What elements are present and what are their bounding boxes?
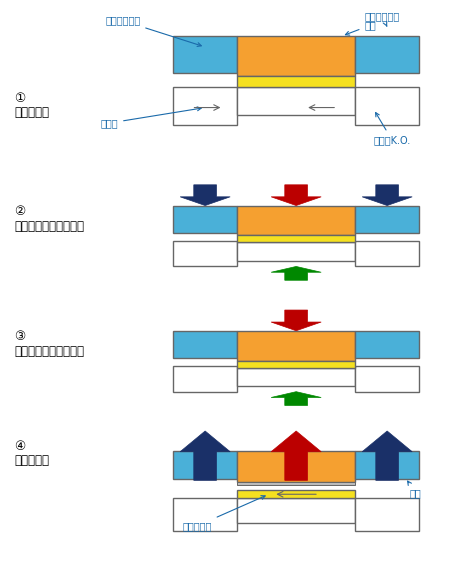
Bar: [356, 451, 419, 479]
Text: インナーでの押え込み: インナーでの押え込み: [14, 345, 84, 358]
Polygon shape: [271, 185, 321, 206]
Text: スクラップ: スクラップ: [182, 496, 265, 531]
Bar: [356, 88, 419, 125]
Polygon shape: [362, 431, 412, 480]
Bar: [356, 36, 419, 73]
Bar: [173, 241, 237, 267]
Bar: [237, 360, 356, 368]
Bar: [356, 498, 419, 531]
Text: ①: ①: [14, 92, 25, 105]
Bar: [237, 88, 356, 115]
Polygon shape: [271, 431, 321, 480]
Text: 材料: 材料: [346, 20, 376, 35]
Bar: [356, 366, 419, 392]
Text: 可動下K.O.: 可動下K.O.: [374, 112, 411, 145]
Bar: [237, 331, 356, 360]
Polygon shape: [271, 392, 321, 406]
Polygon shape: [180, 431, 230, 480]
Bar: [173, 206, 237, 233]
Text: 製品の排出: 製品の排出: [14, 454, 49, 467]
Polygon shape: [180, 185, 230, 206]
Bar: [356, 206, 419, 233]
Bar: [237, 451, 356, 481]
Polygon shape: [362, 185, 412, 206]
Bar: [356, 241, 419, 267]
Text: 製品: 製品: [408, 481, 422, 498]
Bar: [237, 490, 356, 498]
Bar: [173, 36, 237, 73]
Text: ②: ②: [14, 205, 25, 218]
Polygon shape: [271, 310, 321, 331]
Bar: [237, 36, 356, 76]
Bar: [237, 242, 356, 260]
Bar: [237, 481, 356, 485]
Text: 下刃物: 下刃物: [100, 107, 201, 128]
Bar: [173, 366, 237, 392]
Bar: [237, 206, 356, 236]
Text: アウター刃物: アウター刃物: [105, 16, 201, 46]
Bar: [237, 236, 356, 242]
Bar: [173, 331, 237, 358]
Text: アウターでの歯形成形: アウターでの歯形成形: [14, 220, 84, 233]
Text: 噛み合い前: 噛み合い前: [14, 106, 49, 119]
Text: ③: ③: [14, 330, 25, 343]
Bar: [237, 76, 356, 88]
Bar: [237, 368, 356, 386]
Text: ④: ④: [14, 440, 25, 453]
Bar: [237, 498, 356, 523]
Polygon shape: [271, 267, 321, 280]
Bar: [173, 498, 237, 531]
Bar: [356, 331, 419, 358]
Bar: [173, 451, 237, 479]
Bar: [173, 88, 237, 125]
Text: インナー刃物: インナー刃物: [365, 11, 400, 27]
